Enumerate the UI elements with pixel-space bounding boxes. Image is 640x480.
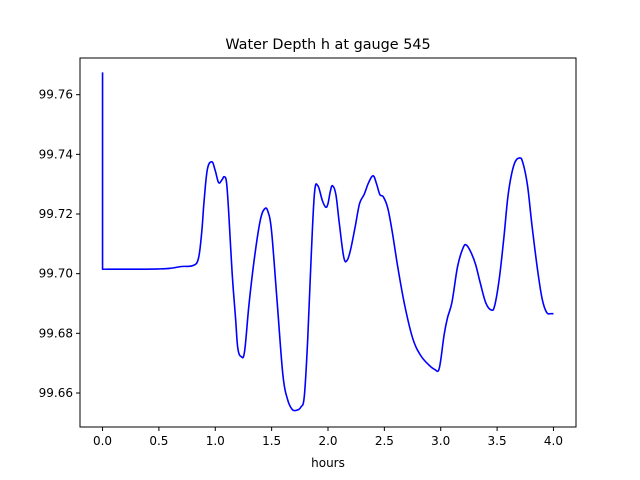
x-axis: 0.0 0.5 1.0 1.5 2.0 2.5 3.0 3.5 4.0 [93,427,563,448]
y-tick-label: 99.70 [39,267,73,281]
y-tick-label: 99.76 [39,88,73,102]
plot-frame [79,57,577,428]
x-tick-label: 4.0 [544,434,563,448]
x-tick-label: 3.0 [431,434,450,448]
y-tick-label: 99.74 [39,147,73,161]
y-tick-label: 99.66 [39,386,73,400]
x-tick-label: 3.5 [488,434,507,448]
x-tick-label: 2.5 [375,434,394,448]
x-tick-label: 0.0 [93,434,112,448]
y-axis: 99.66 99.68 99.70 99.72 99.74 99.76 [39,88,80,400]
x-tick-label: 1.5 [262,434,281,448]
x-tick-label: 2.0 [318,434,337,448]
chart-title: Water Depth h at gauge 545 [225,37,430,53]
plot-area [101,72,554,412]
series-line [101,72,554,412]
x-tick-label: 1.0 [206,434,225,448]
x-tick-label: 0.5 [149,434,168,448]
y-tick-label: 99.72 [39,207,73,221]
y-tick-label: 99.68 [39,326,73,340]
x-axis-label: hours [311,456,345,470]
